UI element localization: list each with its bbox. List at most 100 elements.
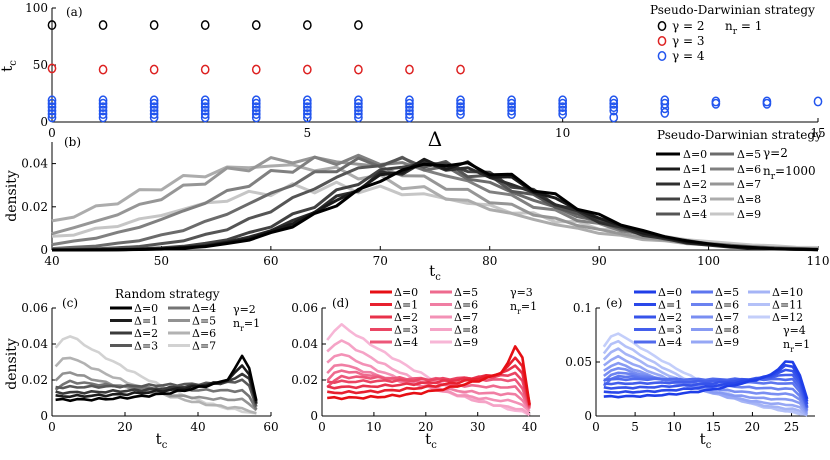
data-point <box>405 64 414 75</box>
data-point <box>251 98 261 109</box>
y-tick-label: 0.02 <box>21 373 48 387</box>
data-point <box>813 96 823 107</box>
data-point <box>354 112 363 123</box>
data-point <box>47 63 57 74</box>
data-point <box>302 105 312 116</box>
legend-label: Δ=10 <box>772 286 803 299</box>
x-tick-label: 90 <box>592 254 607 268</box>
y-tick-label: 0.04 <box>291 337 318 351</box>
data-point <box>98 105 108 116</box>
panel-label: (d) <box>332 296 349 310</box>
y-axis-label: density <box>4 170 20 222</box>
legend-label: Δ=6 <box>454 299 478 312</box>
data-point <box>200 109 210 119</box>
data-point <box>456 102 465 113</box>
param-text: γ=2 <box>763 146 788 160</box>
x-tick-label: 110 <box>807 254 830 268</box>
panel-b <box>51 142 819 252</box>
data-point <box>200 105 210 116</box>
data-point <box>98 102 108 113</box>
chart-title: Pseudo-Darwinian strategy <box>650 3 815 17</box>
param-text: nr=1 <box>233 317 260 333</box>
data-point <box>200 98 210 109</box>
param-text: nr = 1 <box>725 19 762 37</box>
x-tick-label: 80 <box>482 254 497 268</box>
data-point <box>149 112 159 123</box>
legend-label: Δ=8 <box>454 324 478 337</box>
data-point <box>354 105 363 116</box>
data-point <box>251 64 261 75</box>
legend-label: Δ=5 <box>454 286 478 299</box>
data-point <box>251 105 261 116</box>
legend-label: Δ=3 <box>134 340 158 353</box>
data-point <box>609 102 619 113</box>
series-line <box>603 360 809 400</box>
legend-label: Δ=2 <box>394 311 418 324</box>
data-point <box>354 102 363 113</box>
data-point <box>711 98 721 109</box>
series-line <box>52 162 819 252</box>
series-line <box>55 364 258 404</box>
legend-marker <box>657 36 667 46</box>
y-tick-label: 0 <box>310 409 318 423</box>
data-point <box>354 95 363 106</box>
x-axis-label: tc <box>700 430 712 451</box>
x-tick-label: 20 <box>418 420 433 434</box>
data-point <box>558 109 568 119</box>
param-text: nr=1 <box>510 300 537 316</box>
data-point <box>200 64 210 75</box>
data-point <box>609 95 619 106</box>
data-point <box>149 102 159 113</box>
y-tick-label: 0.02 <box>21 200 48 214</box>
data-point <box>302 98 312 109</box>
data-point <box>47 112 57 123</box>
panel-d <box>321 307 540 417</box>
legend-marker <box>657 51 667 61</box>
series-line <box>52 161 819 252</box>
data-point <box>251 20 261 31</box>
data-point <box>149 20 159 31</box>
y-tick-label: 0.04 <box>21 337 48 351</box>
data-point <box>251 95 261 106</box>
data-point <box>47 95 57 106</box>
data-point <box>609 105 619 116</box>
legend-label: Δ=6 <box>737 163 761 176</box>
data-point <box>456 109 465 119</box>
x-axis-label: tc <box>429 262 441 283</box>
legend-label: Δ=6 <box>715 299 739 312</box>
data-point <box>149 109 159 119</box>
data-point <box>302 95 312 106</box>
x-tick-label: 5 <box>304 126 312 140</box>
data-point <box>762 98 772 109</box>
legend-label: γ = 2 <box>672 19 705 33</box>
data-point <box>302 109 312 119</box>
data-point <box>558 95 568 106</box>
x-tick-label: 25 <box>784 420 799 434</box>
x-tick-label: 50 <box>154 254 169 268</box>
legend-label: Δ=4 <box>683 208 707 221</box>
x-tick-label: 5 <box>631 420 639 434</box>
y-tick-label: 0 <box>40 409 48 423</box>
series-line <box>327 371 531 408</box>
x-tick-label: 20 <box>745 420 760 434</box>
x-axis-label: tc <box>156 430 168 451</box>
legend-label: Δ=12 <box>772 311 803 324</box>
y-tick-label: 0.02 <box>291 373 318 387</box>
legend-label: Δ=8 <box>737 193 761 206</box>
legend-label: Δ=4 <box>394 336 418 349</box>
x-tick-label: 30 <box>470 420 485 434</box>
legend-label: Δ=5 <box>737 148 761 161</box>
y-tick-label: 0.06 <box>21 301 48 315</box>
data-point <box>302 64 312 75</box>
legend-label: Δ=1 <box>658 299 682 312</box>
panel-label: (c) <box>62 296 78 310</box>
data-point <box>302 102 312 113</box>
legend-label: Δ=6 <box>192 327 216 340</box>
data-point <box>47 105 57 116</box>
x-tick-label: 10 <box>555 126 570 140</box>
data-point <box>405 98 414 109</box>
data-point <box>200 20 210 31</box>
series-line <box>603 377 809 409</box>
data-point <box>354 64 363 75</box>
